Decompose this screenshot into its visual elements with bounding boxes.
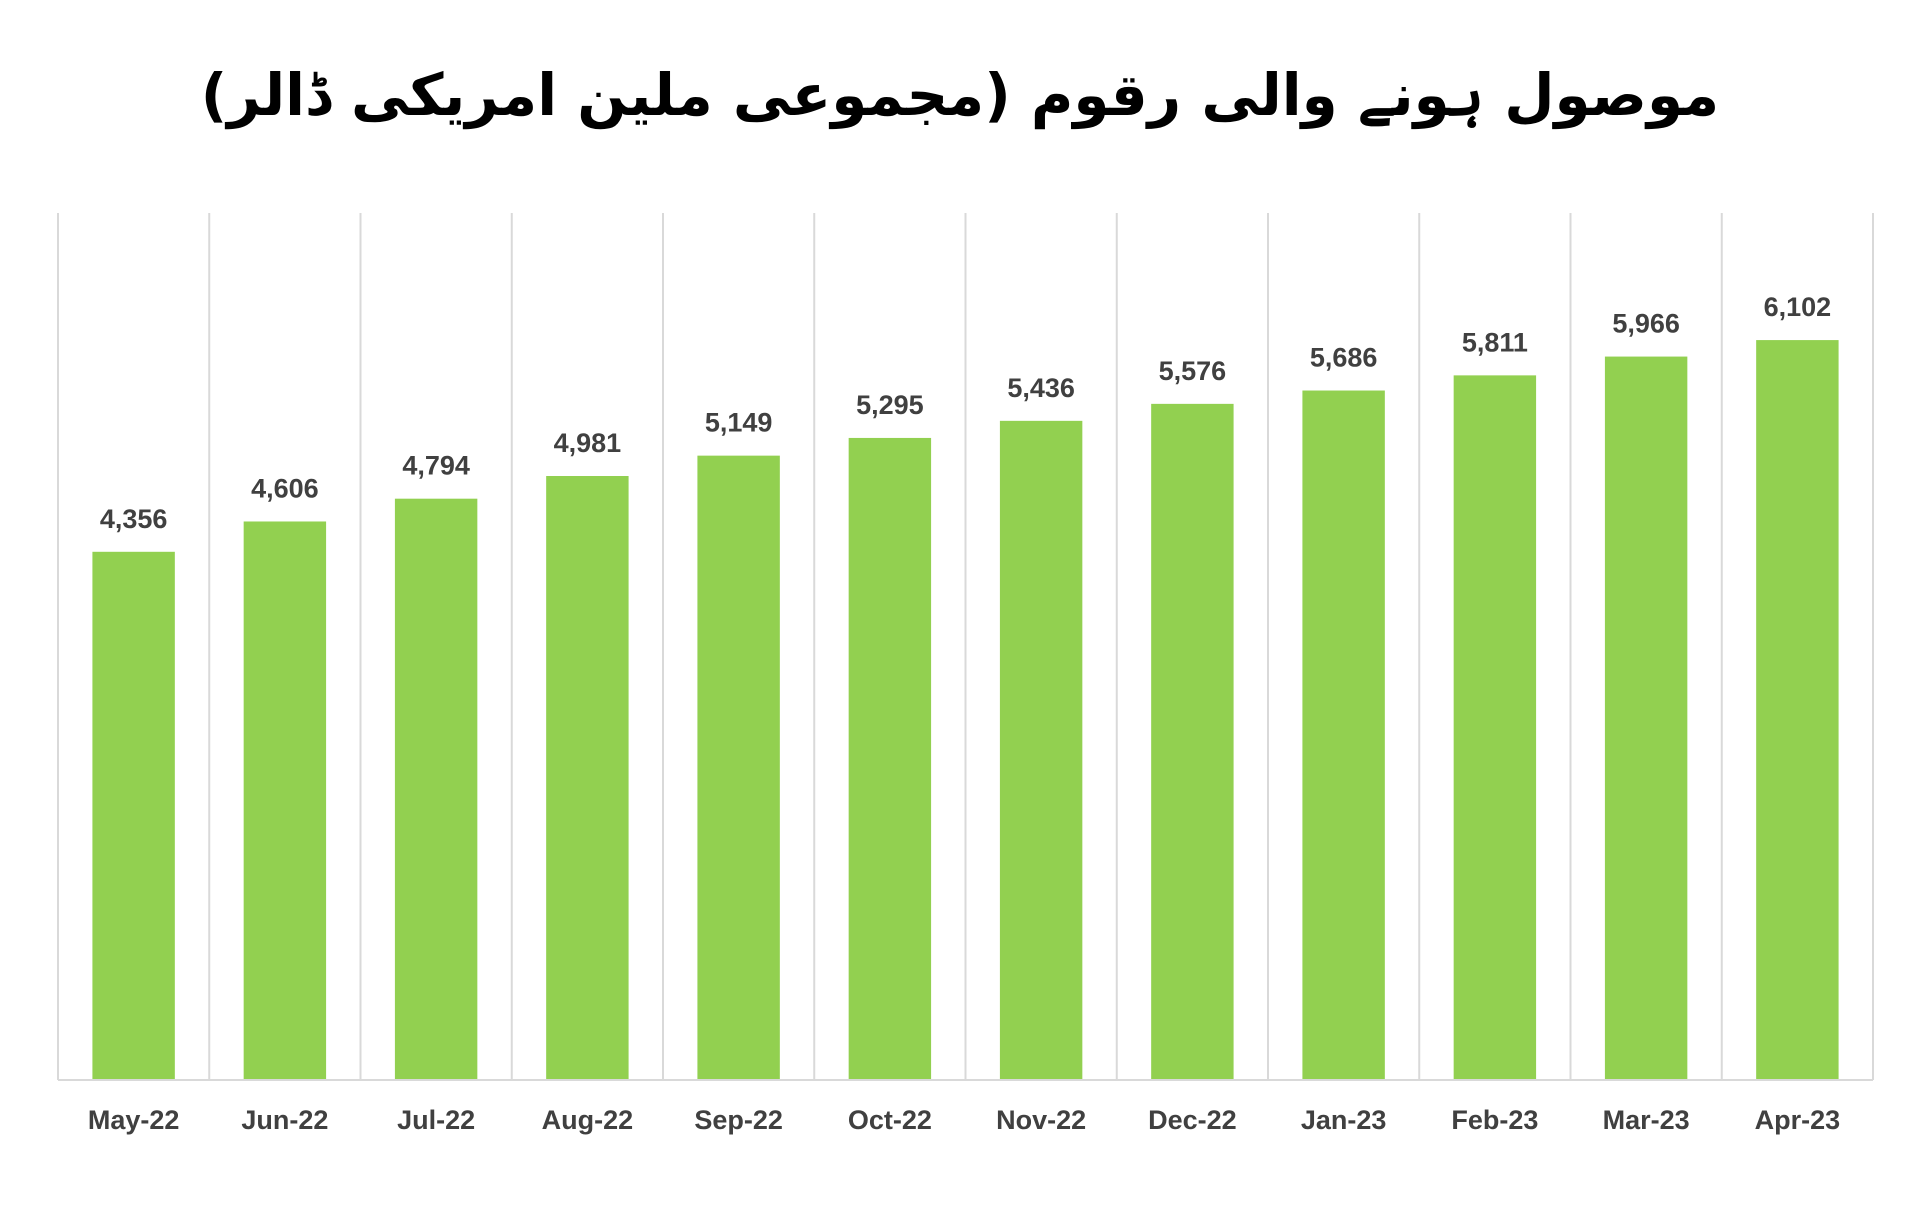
bar [999,420,1083,1080]
bar [1604,356,1688,1081]
data-label: 5,966 [1612,309,1680,339]
category-label: Nov-22 [996,1105,1086,1135]
data-label: 5,149 [705,408,773,438]
category-labels: May-22 Jun-22 Jul-22 Aug-22 Sep-22 Oct-22 Nov-… [88,1105,1840,1135]
chart-title: موصول ہونے والی رقوم (مجموعی ملین امریکی… [200,61,1720,129]
category-label: May-22 [88,1105,180,1135]
category-label: Sep-22 [694,1105,783,1135]
bar [546,476,629,1080]
category-label: Feb-23 [1451,1105,1538,1135]
data-label: 5,811 [1462,327,1528,357]
data-label: 4,794 [402,451,470,481]
bar [1302,390,1385,1080]
category-label: Oct-22 [848,1105,932,1135]
gridlines [57,213,1874,1080]
category-label: Apr-23 [1755,1105,1841,1135]
category-label: Jan-23 [1301,1105,1387,1135]
data-label: 4,606 [251,473,319,503]
data-label: 5,436 [1007,373,1075,403]
data-label: 5,295 [856,390,924,420]
bar [1453,375,1537,1080]
category-label: Mar-23 [1603,1105,1690,1135]
data-label: 4,981 [554,428,622,458]
category-label: Dec-22 [1148,1105,1237,1135]
bar [1756,340,1839,1080]
bars [92,340,1839,1081]
category-label: Jul-22 [397,1105,475,1135]
bar [243,521,327,1080]
bar [848,437,932,1081]
data-label: 4,356 [100,504,168,534]
data-label: 6,102 [1764,292,1832,322]
bar [92,551,175,1080]
category-label: Jun-22 [241,1105,328,1135]
bar [394,498,478,1080]
data-label: 5,686 [1310,343,1378,373]
data-label: 5,576 [1159,356,1227,386]
bar [697,455,780,1080]
bar [1151,403,1234,1080]
data-labels: 4,356 4,606 4,794 4,981 5,149 5,295 5,436 5,576… [100,292,1831,534]
category-label: Aug-22 [542,1105,634,1135]
